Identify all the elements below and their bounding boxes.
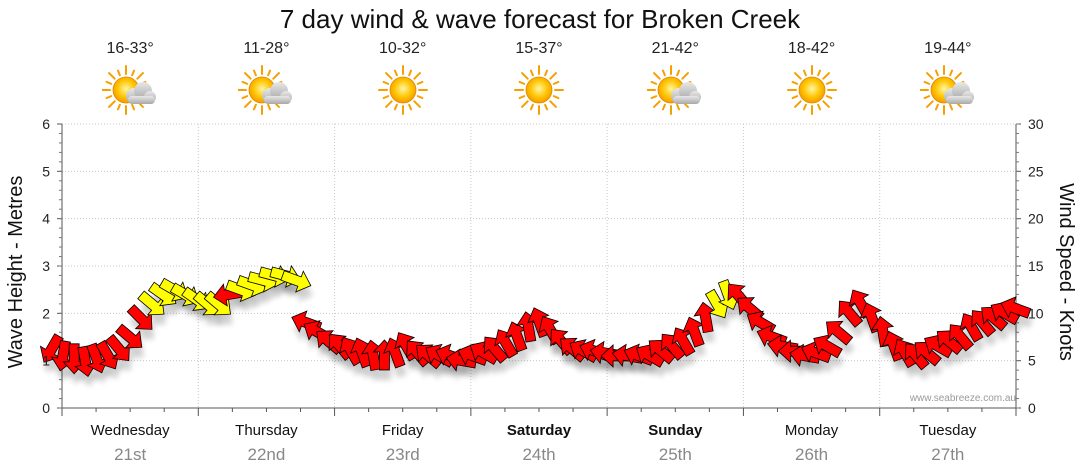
day-name-label: Friday (382, 422, 424, 439)
day-forecast: 10-32° (353, 40, 453, 116)
right-tick-label: 0 (1028, 400, 1036, 416)
chart-grid (62, 123, 1016, 408)
day-date-label: 21st (114, 445, 146, 464)
wind-arrow (39, 333, 64, 363)
axis-labels: 0 1 2 3 4 5 6 0 5 10 15 20 25 30 Wave Height - Metres W… (5, 116, 1077, 464)
right-axis-title: Wind Speed - Knots (1055, 183, 1077, 361)
day-name-label: Sunday (648, 422, 703, 439)
wind-arrows (39, 264, 1032, 378)
day-forecast: 19-44° (898, 40, 998, 116)
wind-arrow (693, 301, 717, 334)
right-tick-label: 15 (1028, 258, 1044, 274)
chart-title: 7 day wind & wave forecast for Broken Cr… (279, 4, 801, 34)
wind-arrow (115, 323, 143, 349)
temperature-range: 16-33° (106, 40, 154, 57)
watermark: www.seabreeze.com.au (909, 393, 1016, 404)
temperature-range: 19-44° (924, 40, 972, 57)
day-name-label: Tuesday (919, 422, 976, 439)
left-tick-label: 4 (42, 211, 50, 227)
wind-arrow (949, 324, 974, 352)
day-date-label: 22nd (248, 445, 286, 464)
chart-axes (57, 123, 1021, 416)
day-date-label: 27th (931, 445, 964, 464)
day-date-label: 23rd (386, 445, 420, 464)
wind-arrow (1000, 296, 1032, 319)
day-name-label: Thursday (235, 422, 298, 439)
sun-cloud-icon (102, 65, 157, 115)
left-tick-label: 6 (42, 116, 50, 132)
wind-arrow (137, 290, 165, 316)
day-name-label: Monday (785, 422, 839, 439)
left-tick-label: 3 (42, 258, 50, 274)
sun-icon (377, 65, 428, 115)
wind-arrow (504, 321, 528, 353)
right-tick-label: 25 (1028, 163, 1044, 179)
temperature-range: 21-42° (651, 40, 699, 57)
right-tick-label: 20 (1028, 211, 1044, 227)
wind-arrow (483, 336, 509, 364)
wind-arrow (126, 304, 153, 330)
right-tick-label: 10 (1028, 305, 1044, 321)
wind-arrow (826, 320, 854, 346)
wind-arrow (95, 339, 120, 370)
day-date-label: 24th (522, 445, 555, 464)
day-name-label: Saturday (507, 422, 572, 439)
left-tick-label: 5 (42, 163, 50, 179)
wind-arrow (813, 334, 843, 359)
wind-arrow (86, 342, 109, 374)
sun-cloud-icon (238, 65, 293, 115)
right-tick-label: 30 (1028, 116, 1044, 132)
day-forecast: 15-37° (489, 40, 589, 116)
sun-icon (786, 65, 837, 115)
sun-icon (514, 65, 564, 115)
temperature-range: 18-42° (787, 40, 836, 57)
left-tick-label: 0 (42, 400, 50, 416)
sun-cloud-icon (647, 65, 702, 115)
day-forecast: 18-42° (762, 40, 862, 116)
day-forecast: 11-28° (216, 40, 316, 116)
wind-arrow (494, 329, 519, 359)
wind-arrow (959, 313, 984, 343)
wind-arrow (682, 316, 705, 348)
wind-arrow (838, 300, 864, 328)
temperature-range: 10-32° (379, 40, 427, 57)
day-forecast: 16-33° (80, 40, 180, 116)
wind-arrow (914, 341, 942, 367)
day-name-label: Wednesday (91, 422, 170, 439)
left-tick-label: 1 (42, 353, 50, 369)
day-date-label: 26th (795, 445, 828, 464)
wind-arrow (280, 270, 312, 293)
day-date-label: 25th (659, 445, 692, 464)
left-axis-title: Wave Height - Metres (5, 176, 27, 369)
sun-cloud-icon (919, 65, 974, 115)
left-tick-label: 2 (42, 305, 50, 321)
day-forecast: 21-42° (625, 40, 725, 116)
temperature-range: 11-28° (243, 40, 290, 57)
temperature-range: 15-37° (515, 40, 563, 57)
right-tick-label: 5 (1028, 353, 1036, 369)
wind-arrow (981, 306, 1009, 332)
